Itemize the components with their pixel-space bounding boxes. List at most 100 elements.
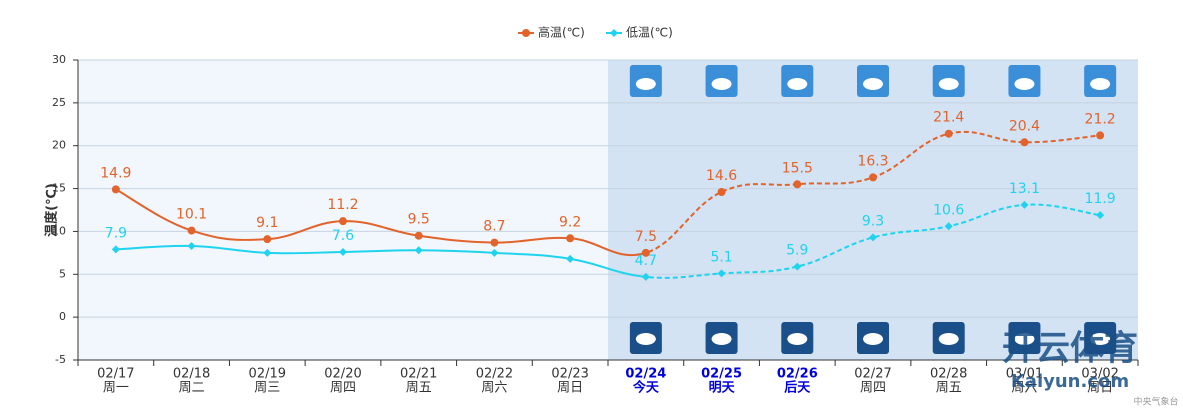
data-label: 16.3 <box>857 153 888 169</box>
data-label: 9.3 <box>862 213 884 229</box>
x-tick-label: 02/19 <box>249 367 286 382</box>
watermark: 开云体育 <box>1002 329 1138 369</box>
data-label: 4.7 <box>635 253 657 269</box>
point <box>111 185 120 194</box>
point <box>869 173 877 182</box>
x-weekday-label: 周六 <box>1011 381 1037 396</box>
x-weekday-label: 周三 <box>254 381 280 396</box>
point <box>641 248 650 257</box>
x-weekday-label: 周五 <box>406 381 432 396</box>
data-label: 7.5 <box>635 229 657 245</box>
icon-cloud <box>1014 333 1035 345</box>
point <box>1096 131 1105 140</box>
data-label: 14.9 <box>100 165 131 181</box>
icon-cloud <box>1090 333 1111 345</box>
icon-cloud <box>635 333 656 345</box>
source: 中央气象台 <box>1133 396 1178 408</box>
point <box>1020 200 1029 209</box>
point <box>111 245 120 254</box>
series-line <box>115 188 646 257</box>
point <box>414 246 423 255</box>
icon-cloud <box>1090 78 1111 90</box>
point <box>717 269 726 278</box>
data-label: 21.2 <box>1085 111 1116 127</box>
x-tick-label: 02/18 <box>173 367 210 382</box>
point <box>869 233 877 242</box>
x-tick-label: 02/26 <box>777 367 818 382</box>
y-tick-label: 0 <box>59 310 66 323</box>
x-tick-label: 02/25 <box>701 367 742 382</box>
x-tick-label: 02/23 <box>551 367 588 382</box>
data-label: 7.6 <box>332 228 354 244</box>
data-label: 20.4 <box>1009 118 1040 134</box>
data-label: 13.1 <box>1009 181 1040 197</box>
icon-cloud <box>711 333 732 345</box>
y-tick-label: 10 <box>52 224 66 237</box>
point <box>263 235 272 244</box>
data-label: 9.5 <box>408 212 430 228</box>
legend-label: 低温(℃) <box>626 26 673 40</box>
data-label: 10.6 <box>933 202 964 218</box>
point <box>490 248 499 257</box>
data-label: 9.1 <box>256 215 278 231</box>
point <box>414 231 423 240</box>
point <box>339 217 347 226</box>
data-label: 7.9 <box>105 225 127 241</box>
data-label: 11.2 <box>327 197 358 213</box>
past-background <box>78 60 608 360</box>
point <box>490 238 499 247</box>
data-label: 11.9 <box>1085 191 1116 207</box>
legend-marker <box>610 29 618 37</box>
point <box>339 248 347 256</box>
x-weekday-label: 周四 <box>860 381 886 396</box>
icon-cloud <box>787 333 808 345</box>
x-weekday-label: 明天 <box>709 381 736 396</box>
point <box>717 188 726 196</box>
icon-cloud <box>1014 78 1035 90</box>
watermark: Kaiyun.com <box>1011 371 1129 392</box>
y-tick-label: 25 <box>52 96 66 109</box>
y-tick-label: 5 <box>59 267 66 280</box>
icon-cloud <box>863 333 883 345</box>
x-weekday-label: 周四 <box>330 381 356 396</box>
legend-label: 高温(℃) <box>538 25 585 40</box>
data-label: 15.5 <box>782 160 813 176</box>
y-axis-label: 温度(℃) <box>44 183 60 237</box>
x-weekday-label: 周五 <box>936 381 962 396</box>
point <box>793 262 802 271</box>
forecast-background <box>608 60 1138 360</box>
point <box>641 272 650 281</box>
x-weekday-label: 后天 <box>784 380 811 396</box>
y-tick-label: 15 <box>52 182 66 195</box>
icon-cloud <box>711 78 732 90</box>
data-label: 5.1 <box>710 249 732 265</box>
x-tick-label: 02/28 <box>930 367 967 382</box>
point <box>793 180 802 189</box>
legend-marker <box>522 29 530 37</box>
point <box>566 254 575 263</box>
point <box>1020 138 1029 147</box>
icon-cloud <box>635 78 656 90</box>
x-weekday-label: 今天 <box>632 380 660 396</box>
data-label: 9.2 <box>559 214 581 230</box>
icon-cloud <box>938 333 959 345</box>
point <box>263 248 272 257</box>
x-tick-label: 02/17 <box>97 367 134 382</box>
x-weekday-label: 周日 <box>1087 381 1113 396</box>
data-label: 21.4 <box>933 110 964 126</box>
point <box>944 222 953 231</box>
point <box>187 242 196 250</box>
y-tick-label: 20 <box>52 139 66 152</box>
x-tick-label: 02/22 <box>476 367 513 382</box>
x-tick-label: 02/27 <box>854 367 891 382</box>
x-weekday-label: 周二 <box>179 381 205 396</box>
x-tick-label: 03/02 <box>1081 367 1118 382</box>
x-tick-label: 02/21 <box>400 367 437 382</box>
point <box>187 226 196 235</box>
series-line <box>115 244 646 278</box>
x-tick-label: 02/20 <box>324 367 361 382</box>
x-weekday-label: 周日 <box>557 381 583 396</box>
point <box>566 234 575 243</box>
icon-cloud <box>938 78 959 90</box>
